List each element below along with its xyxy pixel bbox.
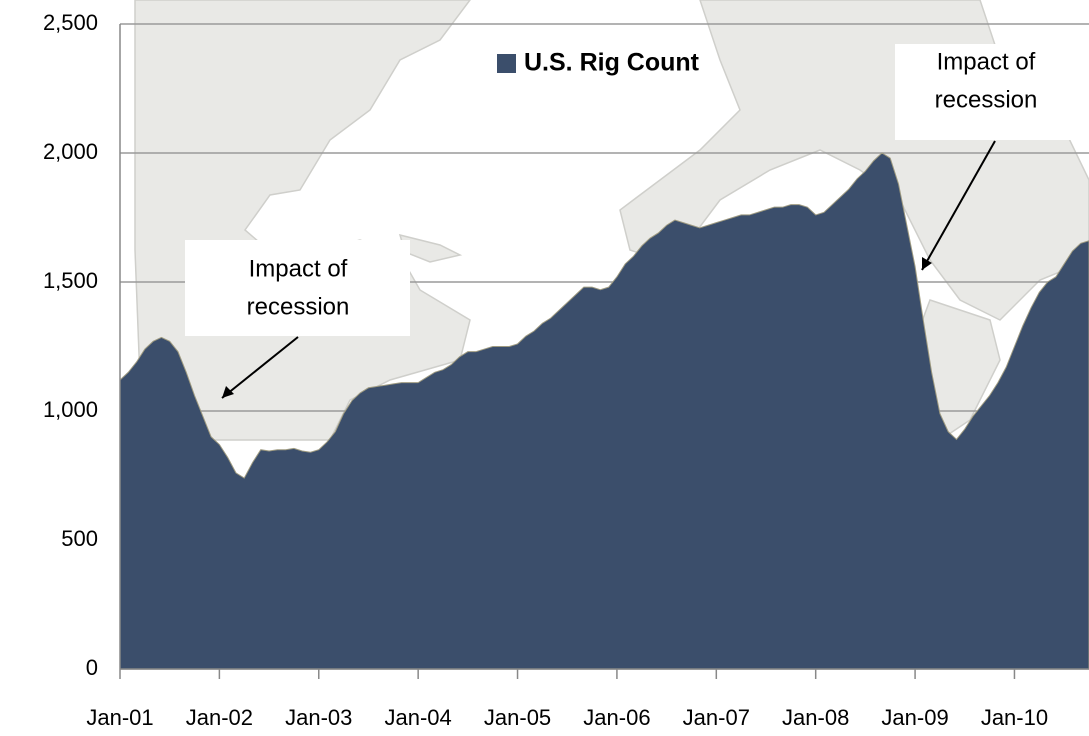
x-tick-label: Jan-10 bbox=[981, 705, 1048, 730]
annotation-text: Impact of bbox=[937, 48, 1036, 75]
annotation-text: recession bbox=[247, 293, 350, 320]
area bbox=[119, 152, 1089, 670]
x-tick-label: Jan-08 bbox=[782, 705, 849, 730]
x-tick-label: Jan-04 bbox=[385, 705, 452, 730]
y-tick-label: 500 bbox=[61, 526, 98, 551]
annotation-arrow bbox=[221, 336, 299, 399]
x-tick-label: Jan-06 bbox=[583, 705, 650, 730]
legend-label: U.S. Rig Count bbox=[524, 49, 700, 77]
x-tick-label: Jan-09 bbox=[881, 705, 948, 730]
x-tick-label: Jan-07 bbox=[683, 705, 750, 730]
annotations: Impact of recession Impact of recession bbox=[185, 44, 1073, 399]
annotation-text: recession bbox=[935, 86, 1038, 113]
y-tick-label: 2,000 bbox=[43, 139, 98, 164]
y-tick-label: 1,000 bbox=[43, 397, 98, 422]
y-tick-label: 2,500 bbox=[43, 10, 98, 35]
y-tick-label: 1,500 bbox=[43, 268, 98, 293]
x-tick-label: Jan-02 bbox=[186, 705, 253, 730]
x-tick-label: Jan-05 bbox=[484, 705, 551, 730]
arrow-head bbox=[222, 386, 234, 398]
x-tick-label: Jan-01 bbox=[86, 705, 153, 730]
legend: U.S. Rig Count bbox=[497, 49, 700, 77]
y-tick-label: 0 bbox=[86, 655, 98, 680]
annotation-text: Impact of bbox=[249, 255, 348, 282]
annotation-box bbox=[185, 240, 410, 336]
x-tick-label: Jan-03 bbox=[285, 705, 352, 730]
legend-swatch bbox=[497, 54, 516, 73]
arrow-head bbox=[922, 257, 932, 270]
annotation-box bbox=[895, 44, 1073, 140]
annotation-arrow bbox=[921, 140, 996, 271]
